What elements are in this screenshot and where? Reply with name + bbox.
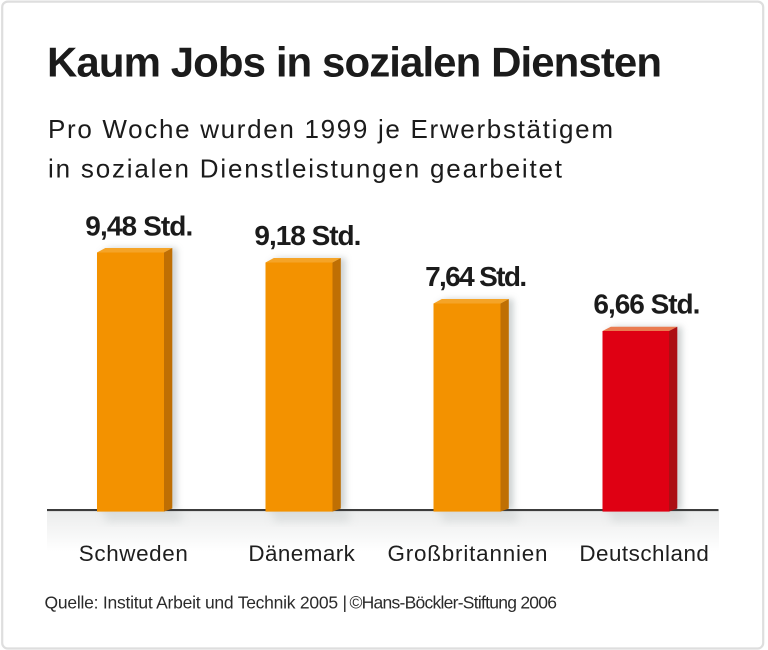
svg-text:Schweden: Schweden	[79, 541, 188, 566]
svg-text:in sozialen Dienstleistungen g: in sozialen Dienstleistungen gearbeitet	[48, 153, 563, 183]
svg-text:©Hans-Böckler-Stiftung 2006: ©Hans-Böckler-Stiftung 2006	[350, 593, 558, 613]
svg-text:Kaum Jobs in sozialen Diensten: Kaum Jobs in sozialen Diensten	[47, 38, 662, 85]
svg-text:7,64 Std.: 7,64 Std.	[425, 261, 527, 292]
svg-text:6,66 Std.: 6,66 Std.	[593, 289, 700, 320]
svg-text:Pro Woche wurden 1999 je Erwer: Pro Woche wurden 1999 je Erwerbstätigem	[48, 114, 613, 144]
svg-text:Quelle: Institut Arbeit und Te: Quelle: Institut Arbeit und Technik 2005…	[45, 593, 348, 613]
svg-text:Deutschland: Deutschland	[579, 541, 709, 566]
svg-text:Großbritannien: Großbritannien	[388, 541, 548, 566]
svg-text:9,48 Std.: 9,48 Std.	[85, 211, 193, 242]
svg-text:9,18 Std.: 9,18 Std.	[254, 220, 361, 251]
svg-text:Dänemark: Dänemark	[248, 541, 355, 566]
